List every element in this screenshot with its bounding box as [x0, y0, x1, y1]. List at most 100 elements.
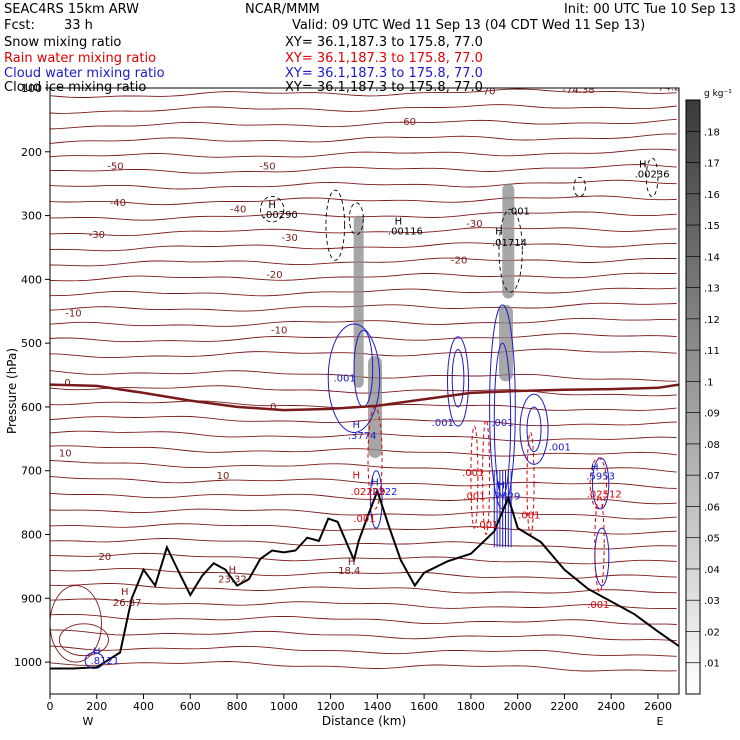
colorbar-label: .11: [704, 346, 720, 357]
temperature-contour-label: -74.2: [654, 83, 680, 94]
isotherm-line: [50, 460, 677, 473]
rain-label: .02209: [351, 487, 386, 498]
temperature-contour-label: -50: [107, 162, 123, 173]
snow-label: .00236: [635, 169, 670, 180]
isotherm-line: [50, 583, 677, 594]
isotherm-line: [50, 552, 677, 565]
isotherm-line: [50, 508, 677, 520]
temperature-contour-label: -60: [400, 117, 416, 128]
snow-contour: [348, 202, 364, 236]
x-tick-label: 2000: [504, 700, 532, 713]
temperature-contour-label: -30: [466, 219, 482, 230]
colorbar-label: .18: [704, 127, 720, 138]
cloud-water-contour: [519, 393, 549, 465]
isotherm-line: [50, 164, 677, 174]
temperature-contour-label: -10: [65, 308, 81, 319]
temperature-contour-label: 10: [59, 449, 72, 460]
shaded-mixing-ratio: [353, 215, 364, 388]
isotherm-line: [50, 445, 677, 457]
y-tick-label: 300: [21, 210, 42, 223]
y-tick-label: 100: [21, 82, 42, 95]
isotherm-line: [50, 133, 677, 144]
y-tick-label: 500: [21, 337, 42, 350]
temperature-contour-label: 26.87: [113, 598, 142, 609]
rain-label: .001: [353, 514, 375, 525]
x-tick-label: 1600: [410, 700, 438, 713]
x-east-label: E: [657, 715, 664, 728]
cloud-water-contour: [591, 457, 610, 510]
cloud-water-label: H: [353, 420, 361, 431]
colorbar-label: .07: [704, 471, 720, 482]
x-west-label: W: [83, 715, 94, 728]
isotherm-line: [50, 598, 677, 609]
freezing-level-line: [50, 383, 679, 412]
y-tick-label: 200: [21, 146, 42, 159]
x-tick-label: 1400: [363, 700, 391, 713]
temperature-contour-label: 0: [64, 378, 70, 389]
cloud-water-contour: [447, 336, 470, 427]
rain-contour: [594, 495, 605, 593]
cloud-water-contour: [327, 323, 381, 433]
isotherm-line: [50, 385, 677, 397]
snow-label: H: [639, 160, 647, 171]
isotherm-line: [50, 179, 677, 190]
terrain-line: [50, 488, 679, 670]
snow-label: H: [495, 227, 503, 238]
rain-label: .001: [518, 511, 540, 522]
cloud-water-label: H: [93, 647, 101, 658]
cloud-water-contour: [594, 527, 610, 587]
field-name-cloud-water: Cloud water mixing ratio: [4, 66, 165, 81]
field-name-rain: Rain water mixing ratio: [4, 51, 157, 66]
rain-label: .001: [462, 468, 484, 479]
colorbar-label: .05: [704, 534, 720, 545]
temperature-contour-label: H: [348, 557, 356, 568]
x-tick-label: 1800: [457, 700, 485, 713]
temperature-contour-label: -20: [266, 270, 282, 281]
x-tick-label: 2600: [644, 700, 672, 713]
source-label: NCAR/MMM: [245, 2, 320, 17]
colorbar-unit: g kg⁻¹: [704, 89, 732, 99]
x-tick-label: 1200: [317, 700, 345, 713]
y-axis-title: Pressure (hPa): [5, 348, 19, 434]
temperature-contour-label: -74.38: [562, 85, 594, 96]
temperature-contour-label: H: [229, 565, 237, 576]
cloud-water-contour: [526, 406, 542, 453]
snow-contour: [573, 176, 586, 197]
y-tick-label: 1000: [14, 656, 42, 669]
temperature-contour-label: -50: [259, 162, 275, 173]
field-name-snow: Snow mixing ratio: [4, 35, 122, 50]
isotherm-line: [50, 629, 677, 642]
field-xy-snow: XY= 36.1,187.3 to 175.8, 77.0: [285, 35, 483, 50]
colorbar-label: .08: [704, 440, 720, 451]
rain-label: .001: [587, 600, 609, 611]
isotherm-line: [50, 492, 677, 505]
temperature-contour-label: 20: [99, 552, 112, 563]
colorbar-label: .03: [704, 596, 720, 607]
rain-contour: [482, 419, 491, 536]
isotherm-line: [50, 661, 677, 672]
snow-label: .00116: [388, 227, 423, 238]
forecast-label: Fcst:: [4, 18, 35, 33]
snow-label: H: [395, 217, 403, 228]
colorbar-label: .01: [704, 659, 720, 670]
isotherm-line: [50, 104, 677, 114]
shaded-mixing-ratio: [502, 183, 515, 299]
isotherm-line: [50, 645, 677, 657]
x-tick-label: 400: [133, 700, 154, 713]
rain-label: H: [353, 470, 361, 481]
shaded-mixing-ratio: [498, 304, 513, 382]
colorbar-label: .12: [704, 315, 720, 326]
cloud-water-label: H: [498, 481, 506, 492]
temperature-contour-label: -10: [271, 326, 287, 337]
field-xy-rain: XY= 36.1,187.3 to 175.8, 77.0: [285, 51, 483, 66]
cloud-water-label: .001: [549, 442, 571, 453]
x-axis-title: Distance (km): [322, 714, 406, 728]
x-tick-label: 800: [227, 700, 248, 713]
temperature-contour-label: 10: [217, 471, 230, 482]
isotherm-line: [50, 118, 677, 130]
y-tick-label: 800: [21, 529, 42, 542]
isotherm-line: [50, 88, 677, 98]
cloud-water-contour: [451, 349, 465, 408]
snow-contour: [498, 208, 523, 293]
